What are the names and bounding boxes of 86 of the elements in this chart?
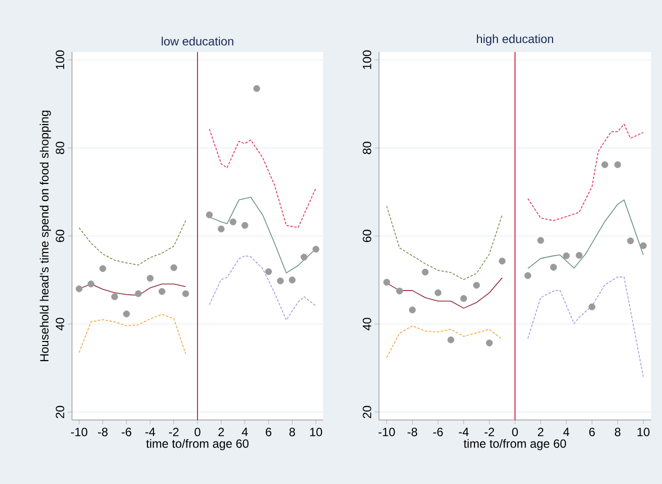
point [486,340,493,346]
point [562,252,570,260]
point [422,268,429,276]
x-tick-label: -6 [122,428,132,436]
point [312,246,320,253]
point [76,285,83,292]
point [170,264,178,272]
point [182,290,190,298]
line-series [208,128,316,228]
x-tick-label: 10 [638,428,650,436]
point [146,274,154,282]
line-series [78,220,186,266]
point [99,265,106,272]
x-tick-label: 6 [266,428,272,436]
x-tick-label: -8 [408,428,418,436]
line-series [527,276,644,378]
x-axis-title: time to/from age 60 [464,439,566,450]
point [300,254,308,261]
point [473,282,480,289]
point [537,236,544,244]
y-axis-title: Household head's time spend on food shopping [40,110,51,362]
point [460,295,468,302]
point [265,268,272,276]
point [588,303,596,310]
x-tick-label: 6 [589,428,595,436]
point [408,306,416,314]
y-tick-label: 60 [56,230,64,242]
chart-title: low education [162,36,234,46]
x-tick-label: 8 [614,428,620,436]
y-tick-label: 100 [362,50,372,69]
line-series [208,255,316,320]
y-tick-label: 100 [56,50,64,69]
point [627,237,634,244]
point [601,161,608,168]
line-series [386,206,503,280]
y-tick-label: 40 [56,318,64,330]
point [206,211,213,218]
line-series [527,199,644,269]
point [383,278,390,286]
y-tick-label: 20 [362,406,372,418]
chart-title: high education [476,34,554,46]
point [218,226,225,232]
x-tick-label: 4 [242,428,248,436]
point [111,293,118,300]
point [498,258,506,264]
point [576,252,583,259]
x-tick-label: 2 [538,428,544,436]
point [396,288,403,294]
line-series [78,314,186,354]
y-tick-label: 20 [56,406,64,418]
line-series [527,124,644,221]
point [241,222,248,229]
x-tick-label: 8 [289,428,296,436]
point [614,161,622,168]
x-tick-label: -8 [98,428,108,436]
x-tick-label: -2 [169,428,179,436]
point [640,242,647,250]
y-tick-label: 80 [56,142,64,154]
point [253,85,260,92]
point [158,288,166,295]
x-axis-title: time to/from age 60 [146,439,249,450]
point [123,310,130,318]
x-tick-label: 10 [310,428,322,436]
x-tick-label: -6 [433,428,443,436]
x-tick-label: -2 [484,428,494,436]
point [434,289,442,296]
point [550,264,557,271]
x-tick-label: -10 [71,428,88,436]
x-tick-label: 0 [512,428,518,436]
y-tick-label: 60 [362,230,372,242]
x-tick-label: -10 [378,428,395,436]
point [524,272,532,280]
point [134,290,142,298]
y-tick-label: 80 [362,142,372,154]
x-tick-label: -4 [458,428,469,436]
point [447,336,454,344]
y-tick-label: 40 [362,318,372,330]
line-series [386,325,503,358]
point [276,277,284,284]
point [230,218,236,226]
x-tick-label: 2 [218,428,224,436]
x-tick-label: 4 [563,428,570,436]
point [288,276,296,284]
point [88,280,94,288]
x-tick-label: 0 [194,428,200,436]
x-tick-label: -4 [145,428,156,436]
